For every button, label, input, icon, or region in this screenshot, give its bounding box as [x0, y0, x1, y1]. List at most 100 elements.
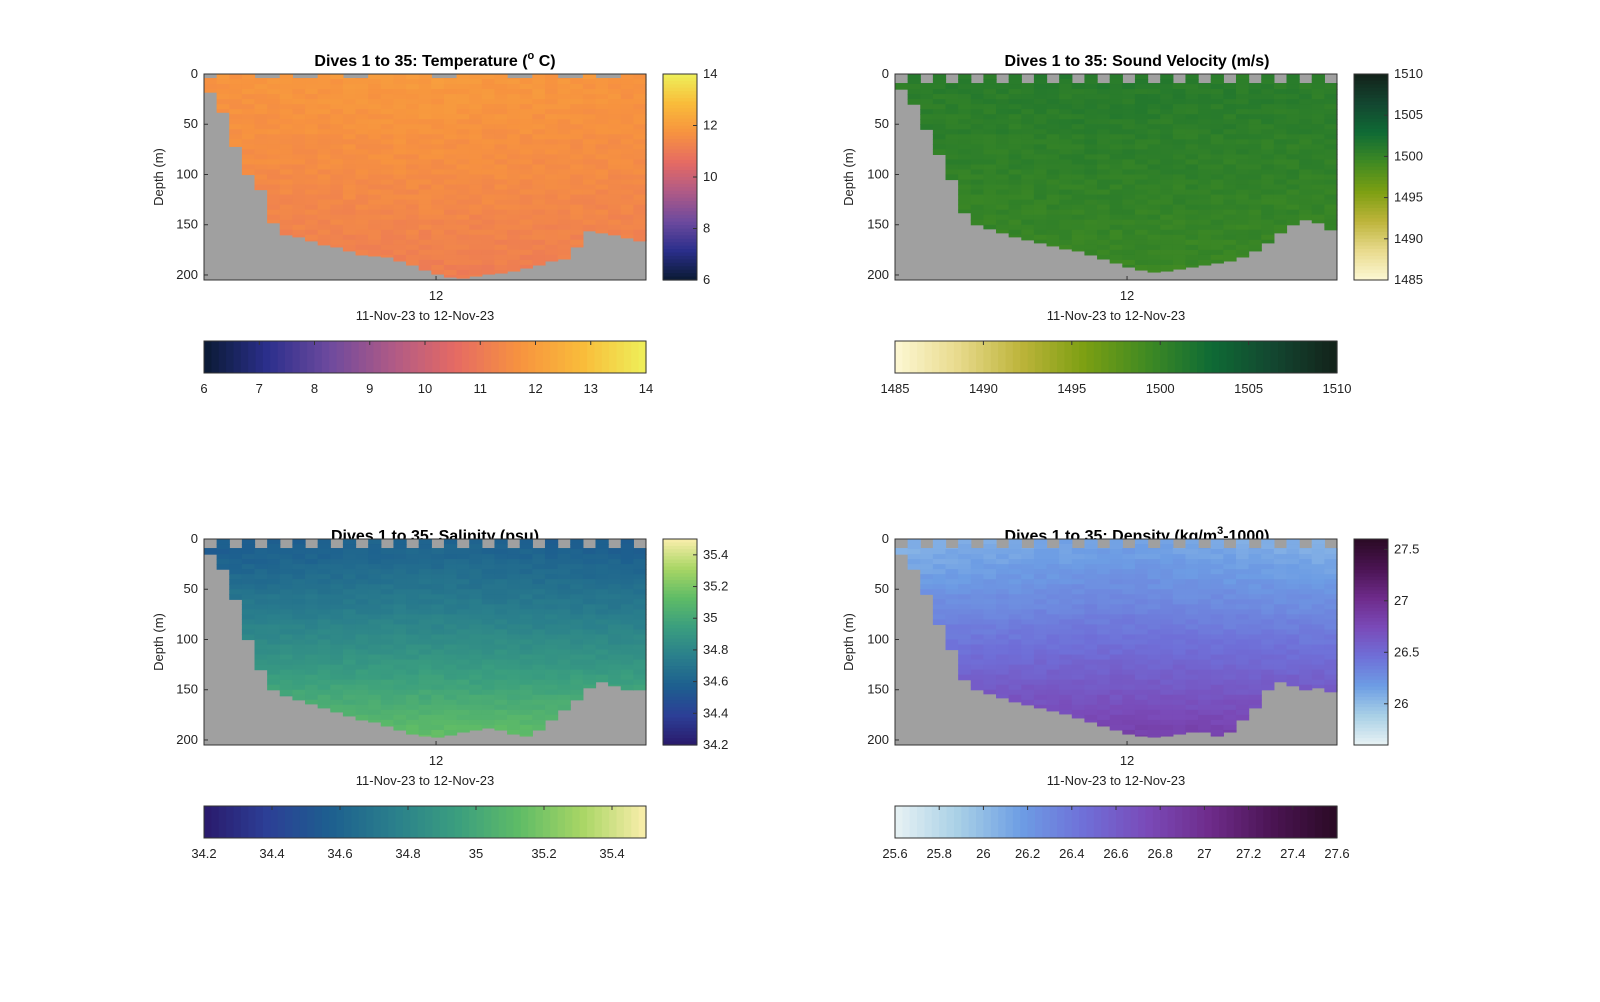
dens-cell	[1198, 709, 1212, 716]
sv-cell	[1324, 214, 1338, 221]
sal-cell	[544, 639, 559, 646]
sal-cell	[380, 634, 395, 641]
temp-cell	[620, 224, 634, 231]
temp-cbar-h-step	[557, 341, 566, 373]
temp-cbar-v-step	[663, 266, 697, 271]
temp-cell	[494, 259, 508, 266]
sv-cbar-v-step	[1354, 149, 1388, 154]
dens-cell	[1021, 589, 1035, 595]
sv-cell	[1248, 219, 1262, 226]
dens-cell	[1008, 664, 1022, 671]
sv-cell	[1185, 179, 1199, 186]
sv-cell	[1185, 89, 1199, 95]
sv-cell	[1235, 99, 1250, 105]
dens-cell	[1185, 644, 1199, 651]
sal-cell	[532, 644, 546, 651]
temp-cell	[393, 239, 407, 246]
dens-cell	[1223, 594, 1237, 600]
sal-cell	[355, 634, 369, 641]
sal-cell	[241, 614, 256, 620]
dens-cell	[1033, 584, 1048, 590]
sv-cbar-h-frame	[894, 340, 1338, 374]
sv-cell	[1097, 119, 1111, 125]
temp-cell	[633, 99, 647, 105]
sv-cell	[1071, 204, 1086, 211]
temp-cell	[633, 224, 647, 231]
temp-cell	[481, 214, 496, 221]
temp-cbar-h-step	[454, 341, 463, 373]
dens-cell	[983, 584, 997, 590]
sv-cell	[1046, 179, 1060, 186]
temp-cell	[330, 104, 344, 110]
sal-cell	[494, 659, 508, 666]
sal-cell	[431, 654, 445, 661]
sv-cell	[1299, 124, 1313, 130]
temp-cell	[469, 184, 483, 191]
sal-cbar-h-step	[262, 806, 271, 838]
temp-cell	[456, 169, 470, 176]
sal-cell	[342, 574, 357, 580]
sv-cell	[1071, 119, 1086, 125]
temp-cell	[443, 114, 458, 120]
sv-cell	[1046, 184, 1060, 191]
sv-cell	[1273, 144, 1288, 150]
temp-cell	[380, 154, 395, 161]
sal-cell	[418, 544, 432, 550]
dens-cell	[996, 574, 1010, 580]
sal-cbar-h-step	[587, 806, 596, 838]
sv-cell	[1185, 254, 1199, 261]
sal-cell	[557, 699, 571, 706]
sal-cell	[620, 619, 634, 626]
dens-cell	[1122, 609, 1136, 615]
dens-cell	[920, 569, 934, 575]
sal-cell	[204, 549, 218, 555]
dens-cell	[1324, 579, 1338, 585]
sal-cell	[393, 589, 407, 595]
temp-cbar-h-step	[483, 341, 492, 373]
sal-cell	[355, 714, 369, 721]
temp-cell	[393, 209, 407, 216]
sal-cell	[368, 624, 382, 631]
sal-cbar-v-frame	[662, 538, 698, 746]
temp-cell	[532, 129, 546, 135]
sv-cell	[932, 124, 947, 130]
temp-cell	[241, 89, 256, 95]
temp-cell	[393, 144, 407, 150]
sal-cell	[267, 584, 281, 590]
temp-cell	[418, 249, 432, 256]
temp-cell	[582, 184, 597, 191]
dens-cell	[1109, 619, 1123, 626]
temp-cell	[267, 84, 281, 90]
temp-cell	[418, 109, 432, 115]
sv-cell	[1084, 169, 1098, 176]
temp-cell	[469, 94, 483, 100]
sv-cbar-v-step	[1354, 269, 1388, 274]
sv-cell	[1097, 214, 1111, 221]
temp-cell	[406, 119, 420, 125]
sal-cell	[380, 604, 395, 610]
dens-cell	[1223, 679, 1237, 686]
sv-cell	[1033, 209, 1048, 216]
sv-cell	[1046, 99, 1060, 105]
temp-cell	[355, 184, 369, 191]
temp-cbar-v-step	[663, 74, 697, 79]
temp-cell	[443, 78, 458, 80]
sal-cell	[494, 704, 508, 711]
sal-cell	[342, 694, 357, 701]
sal-cell	[342, 594, 357, 600]
dens-cell	[1033, 704, 1048, 709]
temp-cell	[469, 149, 483, 155]
sv-cell	[1122, 129, 1136, 135]
sv-cell	[1273, 194, 1288, 201]
sv-cell	[1147, 239, 1161, 246]
dens-cell	[1134, 579, 1149, 585]
temp-cell	[620, 119, 634, 125]
temp-cell	[317, 199, 331, 206]
temp-cell	[431, 134, 445, 140]
sv-cell	[983, 89, 997, 95]
temp-cell	[620, 84, 634, 90]
dens-axes-frame	[894, 538, 1338, 746]
temp-cell	[519, 94, 533, 100]
sal-cell	[633, 569, 647, 575]
temp-cell	[633, 129, 647, 135]
